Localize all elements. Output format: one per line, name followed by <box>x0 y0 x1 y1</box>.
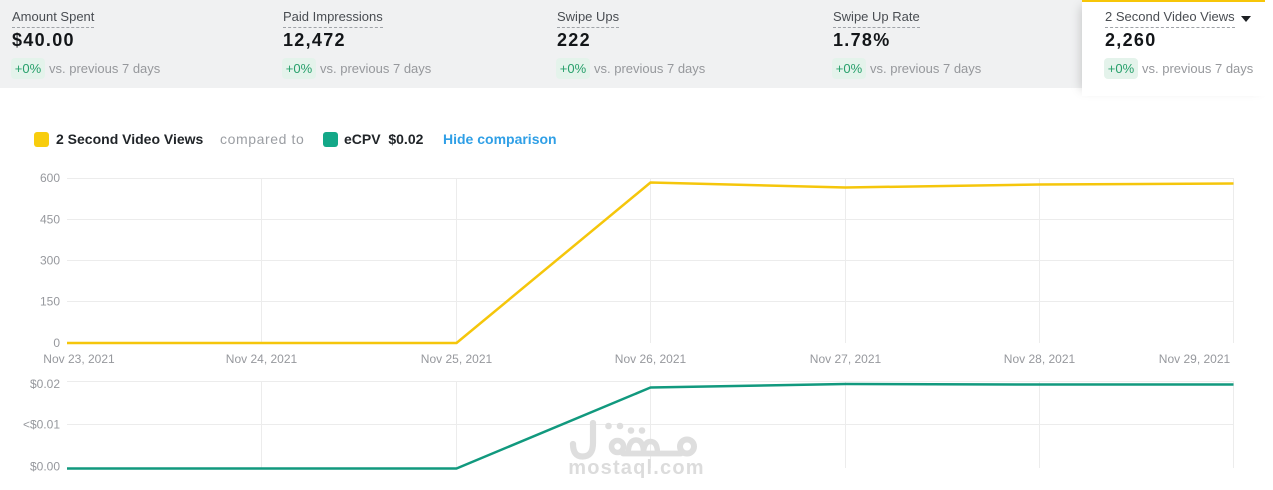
svg-text:mostaql.com: mostaql.com <box>568 457 705 479</box>
svg-text:Nov 29, 2021: Nov 29, 2021 <box>1159 352 1231 366</box>
svg-text:450: 450 <box>40 213 60 227</box>
svg-text:300: 300 <box>40 254 60 268</box>
svg-text:Nov 27, 2021: Nov 27, 2021 <box>810 352 882 366</box>
svg-text:Nov 25, 2021: Nov 25, 2021 <box>421 352 493 366</box>
svg-text:$0.00: $0.00 <box>30 460 60 474</box>
svg-text:$0.02: $0.02 <box>30 377 60 391</box>
svg-text:600: 600 <box>40 171 60 185</box>
svg-text:0: 0 <box>53 336 60 350</box>
svg-text:Nov 26, 2021: Nov 26, 2021 <box>615 352 687 366</box>
svg-text:Nov 23, 2021: Nov 23, 2021 <box>43 352 115 366</box>
svg-text:Nov 24, 2021: Nov 24, 2021 <box>226 352 298 366</box>
svg-text:<$0.01: <$0.01 <box>23 418 60 432</box>
svg-text:Nov 28, 2021: Nov 28, 2021 <box>1004 352 1076 366</box>
svg-text:150: 150 <box>40 295 60 309</box>
